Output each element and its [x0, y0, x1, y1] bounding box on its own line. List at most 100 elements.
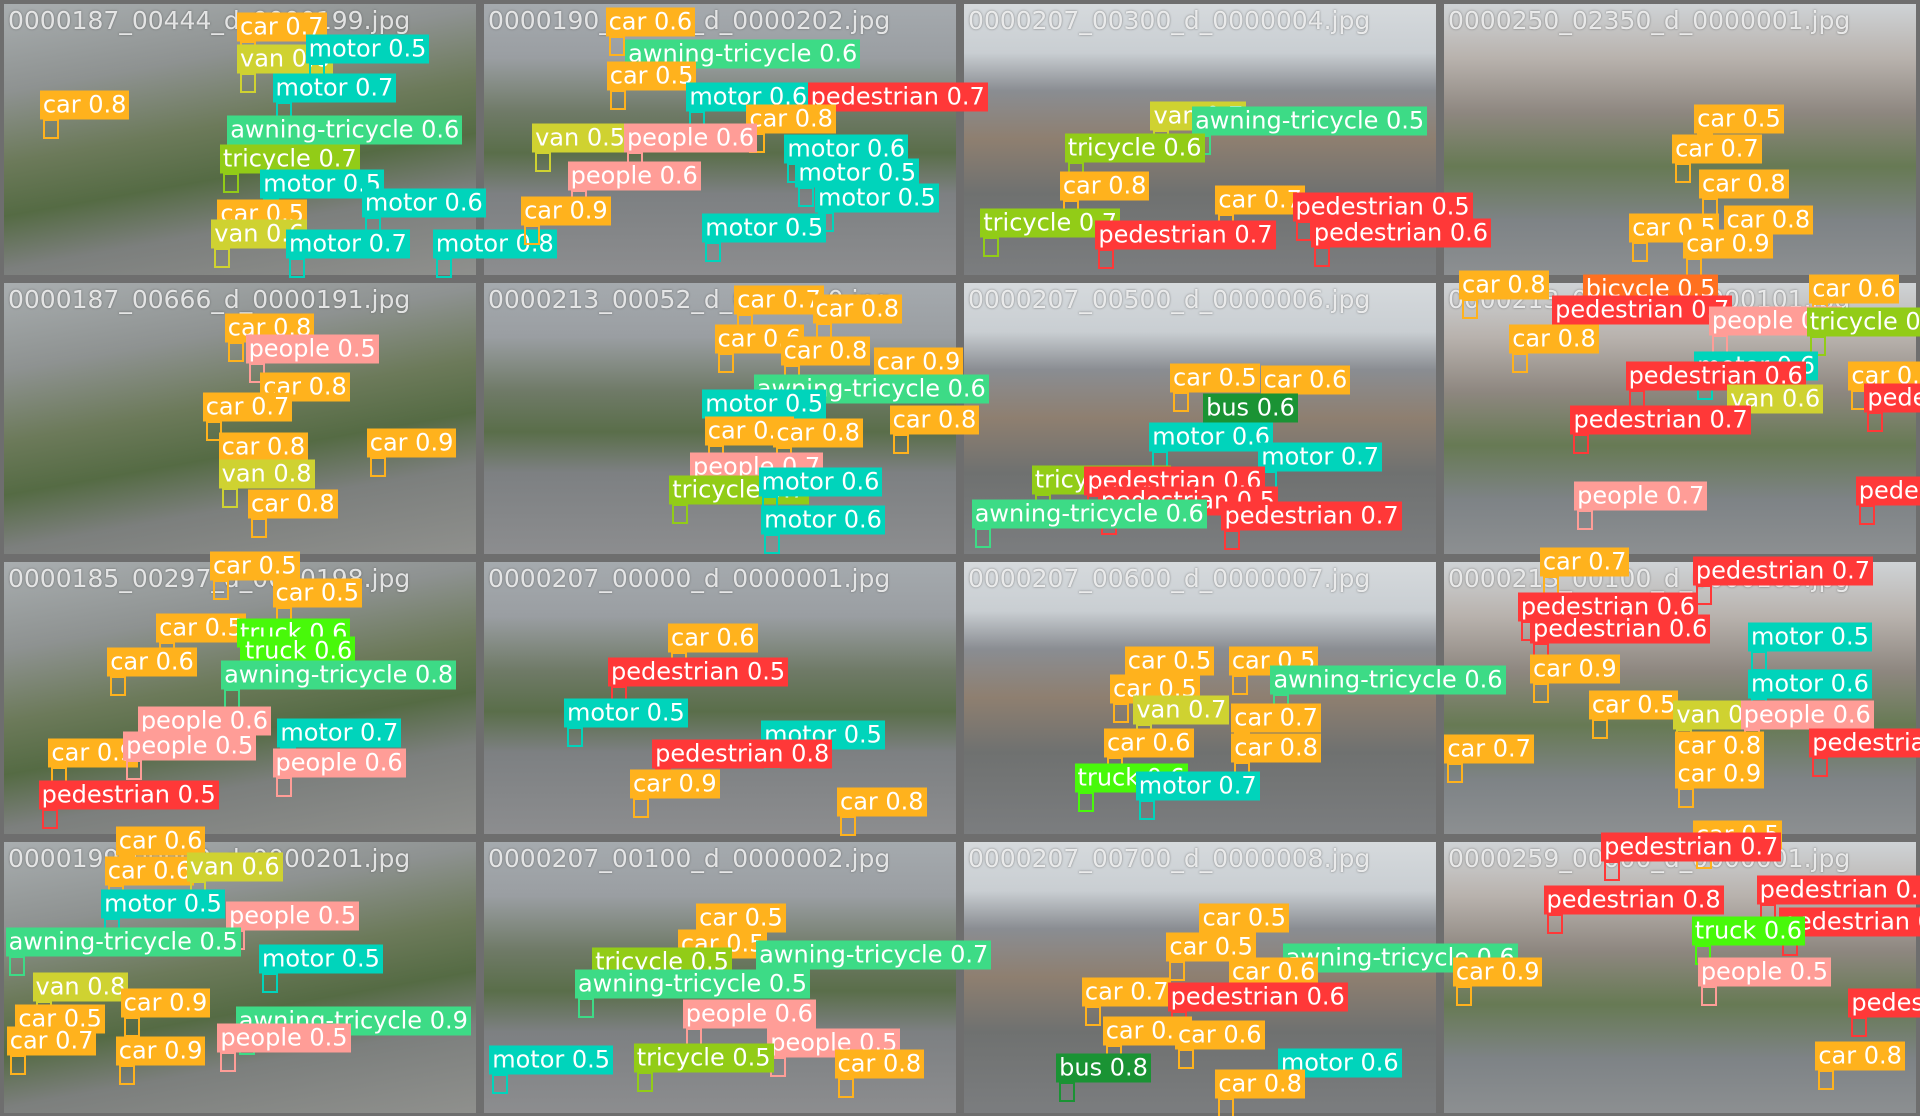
detection-label: motor 0.7 — [1258, 442, 1383, 472]
detection-label: car 0.7 — [1672, 134, 1762, 164]
bounding-box — [892, 434, 909, 454]
detection-label: car 0.8 — [1699, 169, 1789, 199]
detection-label: car 0.6 — [1174, 1020, 1265, 1050]
detection-label: car 0.7 — [1444, 734, 1534, 764]
detection-label: awning-tricycle 0.5 — [5, 927, 241, 957]
detection-label: pedestrian 0.6 — [1530, 614, 1711, 644]
filename: 0000207_00000_d_0000001.jpg — [488, 564, 891, 594]
bounding-box — [1591, 719, 1608, 740]
bounding-box — [205, 420, 222, 441]
bounding-box — [1169, 960, 1186, 981]
bounding-box — [1512, 353, 1529, 374]
image-tile: 0000207_00700_d_0000008.jpg — [960, 837, 1440, 1116]
detection-label: tricycle 0.7 — [219, 144, 360, 174]
filename: 0000207_00700_d_0000008.jpg — [968, 843, 1371, 873]
detection-label: people 0.5 — [1697, 957, 1831, 987]
bounding-box — [9, 1054, 26, 1075]
detection-label: car 0.7 — [1081, 977, 1172, 1007]
bounding-box — [435, 257, 452, 278]
detection-label: car 0.9 — [1530, 654, 1620, 684]
bounding-box — [1224, 529, 1241, 550]
detection-label: pedestrian 0.8 — [652, 739, 833, 769]
bounding-box — [126, 759, 143, 780]
bounding-box — [213, 579, 230, 600]
detection-label: pedestrian 0.7 — [807, 82, 988, 112]
bounding-box — [1173, 392, 1190, 413]
detection-label: car 0.9 — [48, 738, 138, 768]
detection-label: car 0.8 — [889, 405, 980, 435]
detection-label: people 0.5 — [245, 334, 379, 364]
detection-label: car 0.8 — [1509, 324, 1599, 354]
detection-label: bus 0.8 — [1056, 1053, 1151, 1083]
detection-label: motor 0.7 — [277, 718, 402, 748]
detection-label: pedestrian 0.7 — [1809, 728, 1920, 758]
detection-label: car 0.7 — [1215, 185, 1305, 215]
bounding-box — [1751, 650, 1768, 671]
detection-label: awning-tricycle 0.5 — [1192, 106, 1428, 136]
filename: 0000250_02350_d_0000001.jpg — [1448, 6, 1851, 35]
detection-label: car 0.8 — [812, 294, 903, 324]
detection-label: awning-tricycle 0.5 — [574, 969, 811, 999]
bounding-box — [1447, 763, 1464, 784]
detection-label: car 0.6 — [115, 826, 206, 856]
bounding-box — [1858, 505, 1875, 526]
bounding-box — [123, 1016, 140, 1037]
bounding-box — [1533, 682, 1550, 703]
bounding-box — [42, 119, 59, 140]
filename: 0000207_00100_d_0000002.jpg — [488, 843, 891, 873]
bounding-box — [840, 816, 856, 837]
detection-label: car 0.5 — [696, 903, 786, 933]
bounding-box — [221, 487, 238, 508]
bounding-box — [535, 152, 552, 173]
bounding-box — [1573, 434, 1590, 454]
detection-label: motor 0.5 — [702, 389, 827, 419]
bounding-box — [118, 1064, 135, 1085]
detection-label: motor 0.6 — [761, 505, 885, 535]
detection-label: car 0.5 — [1166, 932, 1256, 962]
detection-label: car 0.8 — [773, 418, 863, 448]
detection-label: car 0.6 — [1228, 957, 1319, 987]
bounding-box — [974, 528, 991, 549]
bounding-box — [369, 457, 386, 478]
bounding-box — [1812, 757, 1829, 778]
detection-label: motor 0.6 — [1277, 1048, 1402, 1078]
bounding-box — [1455, 986, 1472, 1007]
detection-label: car 0.7 — [734, 285, 824, 315]
detection-label: car 0.9 — [1674, 759, 1765, 789]
detection-label: car 0.5 — [272, 578, 363, 608]
bounding-box — [566, 726, 583, 747]
bounding-box — [8, 955, 25, 976]
detection-label: pedestrian 0.7 — [1692, 556, 1874, 586]
detection-label: motor 0.5 — [1748, 622, 1872, 652]
detection-label: car 0.5 — [1588, 690, 1679, 720]
detection-label: motor 0.6 — [361, 188, 486, 218]
bounding-box — [1700, 986, 1717, 1007]
detection-label: people 0.5 — [225, 901, 360, 931]
bounding-box — [1113, 703, 1130, 724]
detection-label: pedestrian 0.6 — [1756, 875, 1920, 905]
detection-label: pedestrian 0.7 — [1601, 832, 1782, 862]
bounding-box — [705, 241, 722, 262]
detection-label: car 0.5 — [1124, 646, 1215, 676]
bounding-box — [1677, 787, 1694, 808]
detection-label: car 0.8 — [1215, 1069, 1305, 1099]
bounding-box — [214, 247, 231, 268]
image-tile: 0000199_00000_d_0000201.jpg — [0, 837, 480, 1116]
bounding-box — [1851, 1016, 1868, 1037]
bounding-box — [1867, 411, 1884, 432]
detection-label: motor 0.5 — [101, 889, 225, 919]
bounding-box — [577, 998, 594, 1019]
bounding-box — [1695, 584, 1712, 605]
detection-label: awning-tricycle 0.6 — [1270, 665, 1506, 695]
detection-label: car 0.6 — [668, 623, 758, 653]
detection-label: car 0.5 — [210, 551, 300, 581]
bounding-box — [1231, 675, 1248, 696]
bounding-box — [764, 534, 781, 555]
bounding-box — [1138, 800, 1155, 821]
bounding-box — [1818, 1069, 1835, 1090]
filename: 0000207_00600_d_0000007.jpg — [968, 564, 1371, 594]
detection-label: pedestrian 0.6 — [1848, 988, 1920, 1018]
bounding-box — [227, 342, 244, 363]
bounding-box — [1462, 299, 1479, 320]
